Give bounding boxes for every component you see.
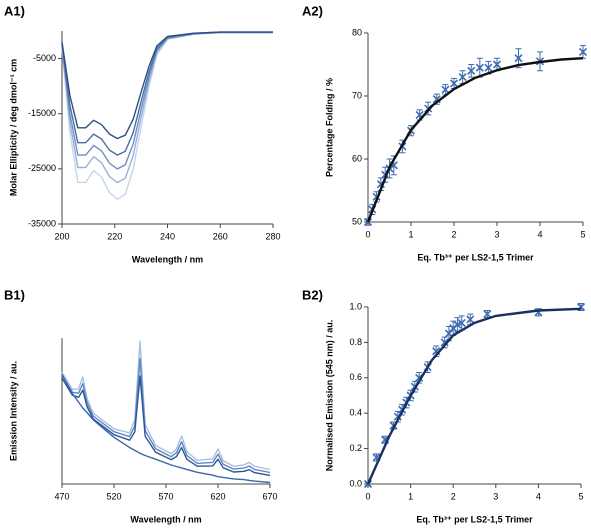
data-point bbox=[492, 60, 502, 69]
panel-label: A2) bbox=[302, 3, 323, 18]
data-point bbox=[458, 73, 467, 82]
spectrum-line bbox=[61, 31, 273, 140]
data-point bbox=[483, 310, 492, 319]
x-tick-label: 280 bbox=[265, 231, 280, 241]
x-tick-label: 5 bbox=[580, 229, 585, 239]
data-point bbox=[466, 315, 475, 324]
panel-label: B1) bbox=[4, 287, 25, 302]
error-cap bbox=[537, 51, 543, 72]
x-tick-label: 200 bbox=[54, 231, 69, 241]
y-tick-label: -35000 bbox=[28, 218, 56, 228]
spectrum-line bbox=[61, 374, 271, 484]
data-point bbox=[440, 338, 449, 347]
error-cap bbox=[468, 64, 475, 78]
y-tick-label: 50 bbox=[352, 216, 362, 226]
error-cap bbox=[578, 302, 584, 312]
y-tick-label: 0.2 bbox=[349, 443, 362, 453]
x-tick-label: 620 bbox=[210, 491, 225, 501]
data-point bbox=[457, 318, 466, 327]
y-axis-label: Emission Intensity / au. bbox=[8, 361, 18, 461]
y-tick-label: 70 bbox=[352, 90, 362, 100]
y-tick-label: 0.8 bbox=[349, 337, 362, 347]
error-cap bbox=[535, 308, 542, 317]
x-tick-label: 5 bbox=[578, 491, 583, 501]
error-cap bbox=[515, 48, 522, 69]
data-point bbox=[441, 85, 450, 94]
x-tick-label: 3 bbox=[494, 229, 499, 239]
error-cap bbox=[425, 101, 432, 116]
panel-label: B2) bbox=[302, 287, 323, 302]
spectrum-line bbox=[61, 357, 271, 474]
fit-line bbox=[366, 307, 582, 485]
y-axis-label: Percentage Folding / % bbox=[324, 78, 334, 177]
y-tick-label: 0.6 bbox=[349, 372, 362, 382]
y-axis-label: Molar Ellipticity / deg dmol⁻¹ cm bbox=[8, 59, 18, 196]
x-tick-label: 2 bbox=[451, 491, 456, 501]
x-tick-label: 4 bbox=[536, 491, 541, 501]
error-cap bbox=[386, 158, 393, 179]
x-tick-label: 0 bbox=[365, 491, 370, 501]
x-tick-label: 4 bbox=[537, 229, 542, 239]
data-point bbox=[514, 54, 523, 63]
x-tick-label: 1 bbox=[408, 491, 413, 501]
fit-line bbox=[366, 57, 584, 223]
y-tick-label: 0.4 bbox=[349, 408, 362, 418]
y-tick-label: -25000 bbox=[28, 163, 56, 173]
x-tick-label: 240 bbox=[160, 231, 175, 241]
spectrum-line bbox=[61, 31, 273, 170]
panel-label: A1) bbox=[4, 3, 25, 18]
x-tick-label: 2 bbox=[451, 229, 456, 239]
y-tick-label: -15000 bbox=[28, 108, 56, 118]
data-point bbox=[467, 66, 476, 75]
y-tick-label: 1.0 bbox=[349, 301, 362, 311]
data-point bbox=[475, 63, 484, 72]
data-point bbox=[449, 79, 459, 88]
x-tick-label: 520 bbox=[106, 491, 121, 501]
data-point bbox=[484, 63, 493, 72]
x-tick-label: 570 bbox=[158, 491, 173, 501]
x-axis-label: Wavelength / nm bbox=[132, 254, 203, 264]
y-tick-label: 60 bbox=[352, 153, 362, 163]
x-tick-label: 0 bbox=[365, 229, 370, 239]
x-tick-label: 220 bbox=[107, 231, 122, 241]
x-axis-label: Eq. Tb³⁺ per LS2-1,5 Trimer bbox=[416, 514, 533, 524]
spectrum-line bbox=[61, 32, 273, 200]
x-tick-label: 3 bbox=[493, 491, 498, 501]
spectrum-line bbox=[61, 31, 273, 156]
y-tick-label: 0.0 bbox=[349, 478, 362, 488]
x-axis-label: Eq. Tb³⁺ per LS2-1,5 Trimer bbox=[417, 252, 534, 262]
x-tick-label: 260 bbox=[213, 231, 228, 241]
spectrum-line bbox=[61, 32, 273, 184]
x-tick-label: 1 bbox=[408, 229, 413, 239]
data-point bbox=[453, 320, 462, 329]
y-tick-label: 80 bbox=[352, 27, 362, 37]
spectrum-line bbox=[61, 375, 271, 477]
spectrum-line bbox=[61, 340, 271, 471]
x-tick-label: 470 bbox=[54, 491, 69, 501]
x-axis-label: Wavelength / nm bbox=[130, 514, 201, 524]
x-tick-label: 670 bbox=[262, 491, 277, 501]
y-axis-label: Normalised Emission (545 nm) / au. bbox=[324, 320, 334, 472]
y-tick-label: -5000 bbox=[33, 53, 56, 63]
data-point bbox=[578, 47, 588, 56]
